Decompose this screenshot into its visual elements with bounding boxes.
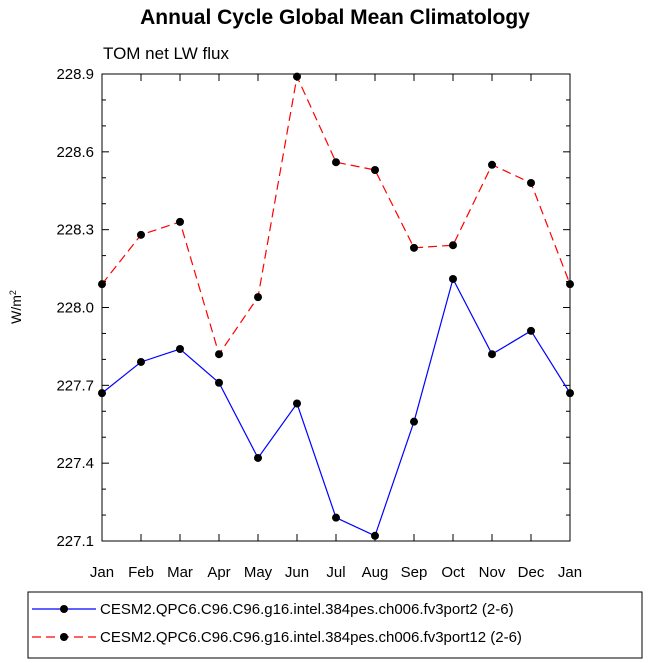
data-point xyxy=(137,357,145,366)
chart-title: Annual Cycle Global Mean Climatology xyxy=(140,6,530,29)
data-point xyxy=(410,243,418,252)
y-axis-label-units: W/m xyxy=(8,295,24,324)
x-tick-label: Aug xyxy=(362,564,389,581)
data-point xyxy=(137,230,145,239)
legend-label: CESM2.QPC6.C96.C96.g16.intel.384pes.ch00… xyxy=(100,601,514,618)
y-tick-label: 228.6 xyxy=(56,144,94,161)
data-point xyxy=(293,72,301,81)
y-tick-label: 228.9 xyxy=(56,66,94,83)
data-point xyxy=(566,280,574,289)
y-tick-label: 228.0 xyxy=(56,300,94,317)
y-axis-label: W/m2 xyxy=(8,290,24,324)
series-line xyxy=(101,74,571,356)
data-point xyxy=(215,350,223,359)
data-point xyxy=(176,345,184,354)
x-tick-label: May xyxy=(244,564,273,581)
x-tick-label: Oct xyxy=(441,564,465,581)
x-tick-label: Feb xyxy=(128,564,154,581)
data-point xyxy=(449,274,457,283)
data-point xyxy=(332,158,340,167)
series-2 xyxy=(98,72,574,359)
x-tick-label: Sep xyxy=(401,564,428,581)
data-point xyxy=(527,326,535,335)
data-point xyxy=(488,160,496,169)
legend: CESM2.QPC6.C96.C96.g16.intel.384pes.ch00… xyxy=(27,591,643,659)
x-tick-label: Nov xyxy=(479,564,506,581)
series-1 xyxy=(98,274,574,540)
chart-subtitle: TOM net LW flux xyxy=(103,44,229,63)
plot-axes: 227.1 227.4 227.7 228.0 228.3 228.6 228.9 Jan Fe… xyxy=(56,66,582,581)
y-tick-label: 227.1 xyxy=(56,533,94,550)
x-tick-label: Jun xyxy=(285,564,309,581)
legend-swatch-marker xyxy=(60,605,68,613)
x-tick-label: Apr xyxy=(207,564,230,581)
y-tick-label: 228.3 xyxy=(56,222,94,239)
series-layer xyxy=(98,72,574,540)
data-point xyxy=(488,350,496,359)
x-tick-label: Jan xyxy=(558,564,582,581)
data-point xyxy=(176,217,184,226)
data-point xyxy=(449,241,457,250)
legend-swatch-marker xyxy=(60,633,68,641)
legend-label: CESM2.QPC6.C96.C96.g16.intel.384pes.ch00… xyxy=(100,629,522,646)
data-point xyxy=(332,513,340,522)
data-point xyxy=(215,378,223,387)
data-point xyxy=(371,165,379,174)
data-point xyxy=(254,293,262,302)
data-point xyxy=(527,178,535,187)
data-point xyxy=(293,399,301,408)
x-tick-label: Jul xyxy=(326,564,345,581)
data-point xyxy=(410,417,418,426)
x-tick-label: Jan xyxy=(90,564,114,581)
data-point xyxy=(254,453,262,462)
plot-frame xyxy=(101,73,571,542)
data-point xyxy=(98,389,106,398)
x-tick-label: Dec xyxy=(518,564,545,581)
data-point xyxy=(371,531,379,540)
data-point xyxy=(566,389,574,398)
y-tick-label: 227.7 xyxy=(56,377,94,394)
data-point xyxy=(98,280,106,289)
legend-box xyxy=(27,591,643,659)
series-line xyxy=(101,277,571,537)
y-tick-label: 227.4 xyxy=(56,455,94,472)
y-axis-label-exponent: 2 xyxy=(8,290,18,295)
x-tick-label: Mar xyxy=(167,564,193,581)
